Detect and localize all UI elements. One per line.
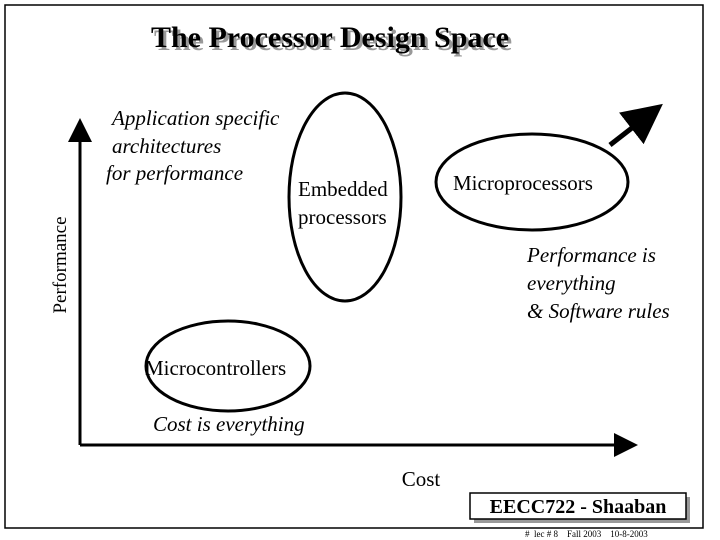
annotation-line: architectures (112, 134, 221, 158)
slide-frame (4, 4, 704, 529)
footer-info: # lec # 8 Fall 2003 10-8-2003 (525, 529, 648, 539)
node-label: Microprocessors (453, 171, 593, 195)
annotation-line: for performance (106, 161, 243, 185)
annotation-line: everything (527, 271, 616, 295)
node-label: Microcontrollers (145, 356, 286, 380)
microprocessors-ellipse (434, 132, 630, 232)
footer-course: EECC722 - Shaaban (490, 496, 667, 518)
node-label: Embedded (298, 177, 388, 201)
node-label: processors (298, 205, 387, 229)
title: The Processor Design Space (151, 21, 509, 54)
title-shadow: The Processor Design Space (154, 24, 512, 57)
annotation-line: Performance is (526, 243, 656, 267)
y-axis-label: Performance (50, 216, 71, 313)
annotation-line: Application specific (110, 106, 280, 130)
annotation-line: & Software rules (527, 299, 670, 323)
trend-arrow (608, 103, 663, 147)
embedded-ellipse (287, 91, 403, 303)
microcontrollers-ellipse (144, 319, 312, 413)
annotation: Cost is everything (153, 412, 305, 436)
footer-box (469, 492, 687, 520)
x-axis-label: Cost (402, 467, 441, 491)
